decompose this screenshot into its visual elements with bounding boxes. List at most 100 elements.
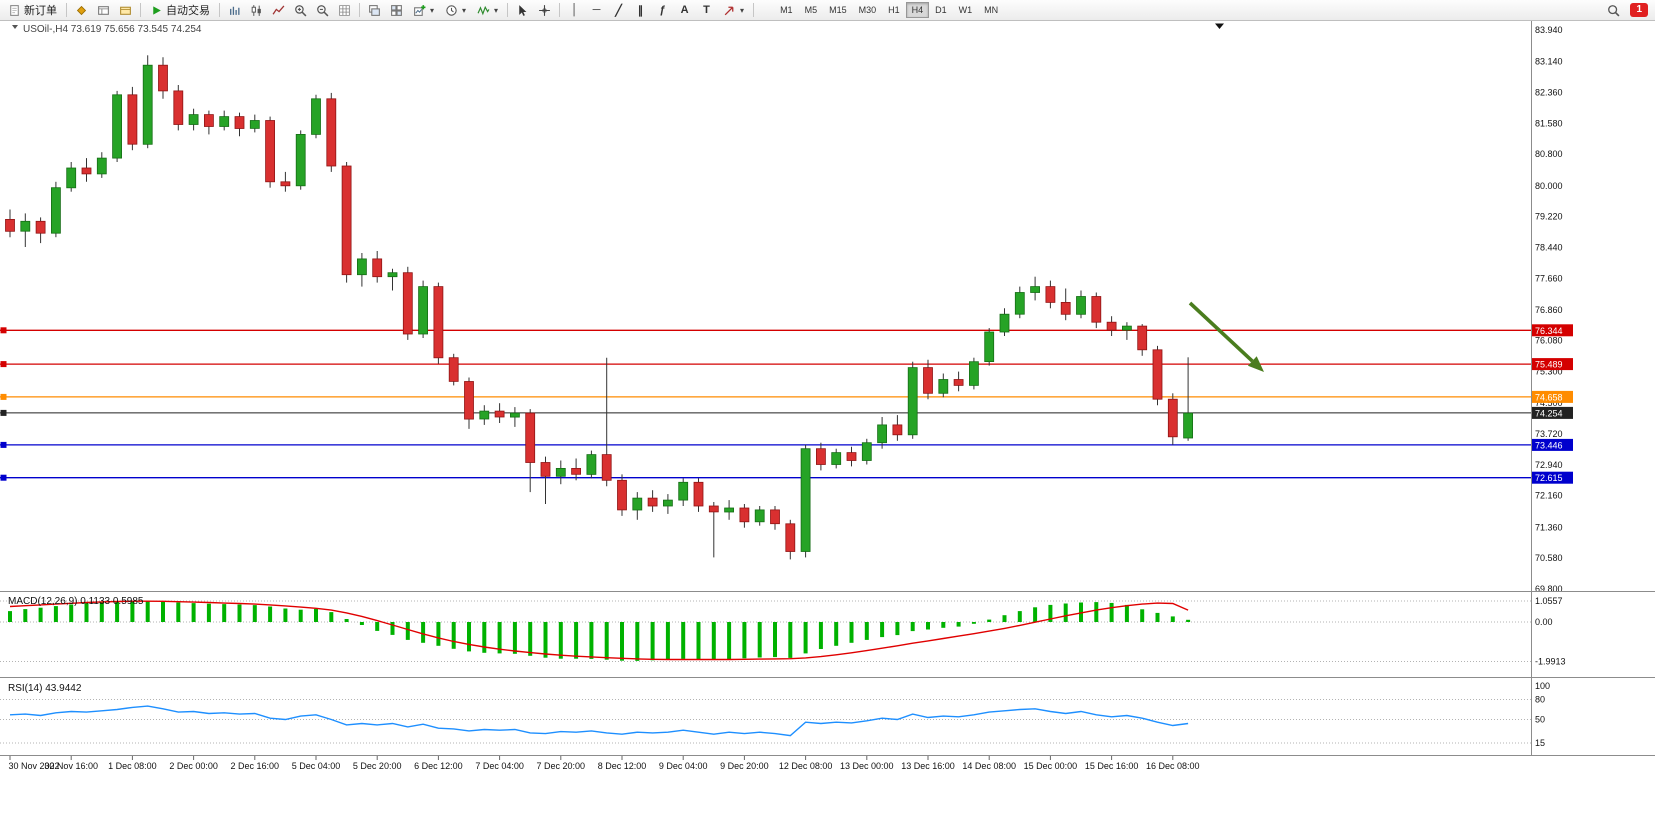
macd-histogram-bar <box>895 622 900 636</box>
channel-button[interactable]: ∥ <box>630 1 651 20</box>
candle <box>341 165 352 276</box>
candle <box>617 479 627 511</box>
macd-histogram-bar <box>803 622 808 654</box>
macd-histogram-bar <box>589 622 594 659</box>
time-axis-label: 12 Dec 08:00 <box>779 761 833 771</box>
candle <box>770 509 780 525</box>
candle <box>35 220 46 234</box>
candlestick-chart-icon <box>251 4 261 16</box>
timeframe-button-m5[interactable]: M5 <box>804 5 818 15</box>
macd-histogram-bar <box>298 609 303 622</box>
price-axis-label: 76.860 <box>1535 305 1563 315</box>
line-chart-button[interactable] <box>268 1 289 20</box>
candle <box>219 116 230 127</box>
trend-arrow-head[interactable] <box>1247 356 1264 372</box>
search-button[interactable] <box>1603 1 1624 20</box>
candle <box>693 481 704 507</box>
timeframe-button-m1[interactable]: M1 <box>780 5 793 15</box>
trend-arrow-shaft <box>1188 301 1254 363</box>
time-axis-label: 15 Dec 16:00 <box>1085 761 1139 771</box>
candle <box>1091 296 1102 323</box>
candle <box>509 412 520 418</box>
chevron-down-icon: ▾ <box>462 5 467 15</box>
rsi-axis-label: 100 <box>1535 681 1550 691</box>
macd-histogram-bar <box>405 622 410 640</box>
macd-histogram-bar <box>1170 616 1175 622</box>
timeframe-button-h4[interactable]: H4 <box>905 2 930 18</box>
candle <box>892 424 903 436</box>
trendline-button[interactable]: ╱ <box>608 1 629 20</box>
rsi-axis-label: 50 <box>1535 715 1545 725</box>
timeframe-button-m30[interactable]: M30 <box>858 5 877 15</box>
vertical-line-icon: │ <box>571 4 578 16</box>
bar-chart-button[interactable] <box>224 1 245 20</box>
price-axis-label: 81.580 <box>1535 118 1563 128</box>
toolbar-separator <box>559 3 561 17</box>
candle <box>81 167 92 175</box>
tile-windows-button[interactable] <box>386 1 407 20</box>
candle <box>1152 349 1163 400</box>
candle <box>127 94 138 145</box>
price-tag <box>1532 358 1573 371</box>
candle <box>923 367 933 394</box>
symbol-dropdown-icon[interactable] <box>12 25 18 29</box>
macd-histogram-bar <box>497 622 502 654</box>
period-button[interactable]: ▾ <box>440 2 471 19</box>
zoom-in-button[interactable] <box>290 1 311 20</box>
macd-histogram-bar <box>849 622 854 643</box>
price-axis-label: 70.580 <box>1535 553 1563 563</box>
grid-button[interactable] <box>334 1 355 20</box>
macd-histogram-bar <box>757 622 762 658</box>
time-axis-label: 5 Dec 20:00 <box>353 761 402 771</box>
candle <box>586 454 597 475</box>
candle <box>96 157 107 175</box>
notification-badge[interactable]: 1 <box>1630 3 1648 17</box>
chart-shift-marker[interactable] <box>1215 23 1224 30</box>
text-tool-button[interactable]: A <box>674 1 695 20</box>
new-chart-button[interactable]: ▾ <box>408 2 439 19</box>
navigator-button[interactable] <box>115 1 136 20</box>
candle <box>295 133 306 187</box>
time-axis-label: 7 Dec 04:00 <box>475 761 524 771</box>
indicators-button[interactable]: ▾ <box>472 2 503 19</box>
time-axis-label: 1 Dec 08:00 <box>108 761 157 771</box>
timeframe-button-w1[interactable]: W1 <box>958 5 973 15</box>
candle <box>1030 286 1040 293</box>
horizontal-line-button[interactable]: ─ <box>586 1 607 20</box>
trendline-icon: ╱ <box>615 4 622 17</box>
candle <box>969 361 979 386</box>
cascade-windows-icon <box>369 4 380 16</box>
auto-trading-button[interactable]: 自动交易 <box>145 0 215 20</box>
price-tag-label: 74.254 <box>1535 408 1563 418</box>
cursor-button[interactable] <box>512 1 533 20</box>
time-axis-label: 13 Dec 00:00 <box>840 761 894 771</box>
candle <box>402 272 413 335</box>
timeframe-button-d1[interactable]: D1 <box>935 5 947 15</box>
macd-histogram-bar <box>99 602 104 622</box>
new-order-button[interactable]: 新订单 <box>3 0 62 20</box>
macd-histogram-bar <box>834 622 839 646</box>
macd-histogram-bar <box>268 606 273 622</box>
macd-histogram-bar <box>941 622 946 628</box>
candle <box>800 448 811 552</box>
toolbar-right-cluster: 1 <box>1603 1 1652 20</box>
fibonacci-button[interactable]: ƒ <box>652 1 673 20</box>
macd-histogram-bar <box>23 609 28 622</box>
toolbar-separator <box>140 3 141 17</box>
timeframe-button-mn[interactable]: MN <box>984 5 999 15</box>
data-window-button[interactable] <box>93 1 114 20</box>
chevron-down-icon: ▾ <box>494 5 499 15</box>
candlestick-chart-button[interactable] <box>246 1 267 20</box>
cascade-windows-button[interactable] <box>364 1 385 20</box>
timeframe-button-m15[interactable]: M15 <box>829 5 847 15</box>
candle <box>647 497 658 507</box>
zoom-out-button[interactable] <box>312 1 333 20</box>
vertical-line-button[interactable]: │ <box>564 1 585 20</box>
shapes-button[interactable]: ▾ <box>718 2 749 19</box>
crosshair-button[interactable] <box>534 1 555 20</box>
label-tool-button[interactable]: T <box>696 1 717 20</box>
market-watch-button[interactable] <box>71 1 92 20</box>
timeframe-button-h1[interactable]: H1 <box>888 5 900 15</box>
price-axis-label: 71.360 <box>1535 522 1563 532</box>
